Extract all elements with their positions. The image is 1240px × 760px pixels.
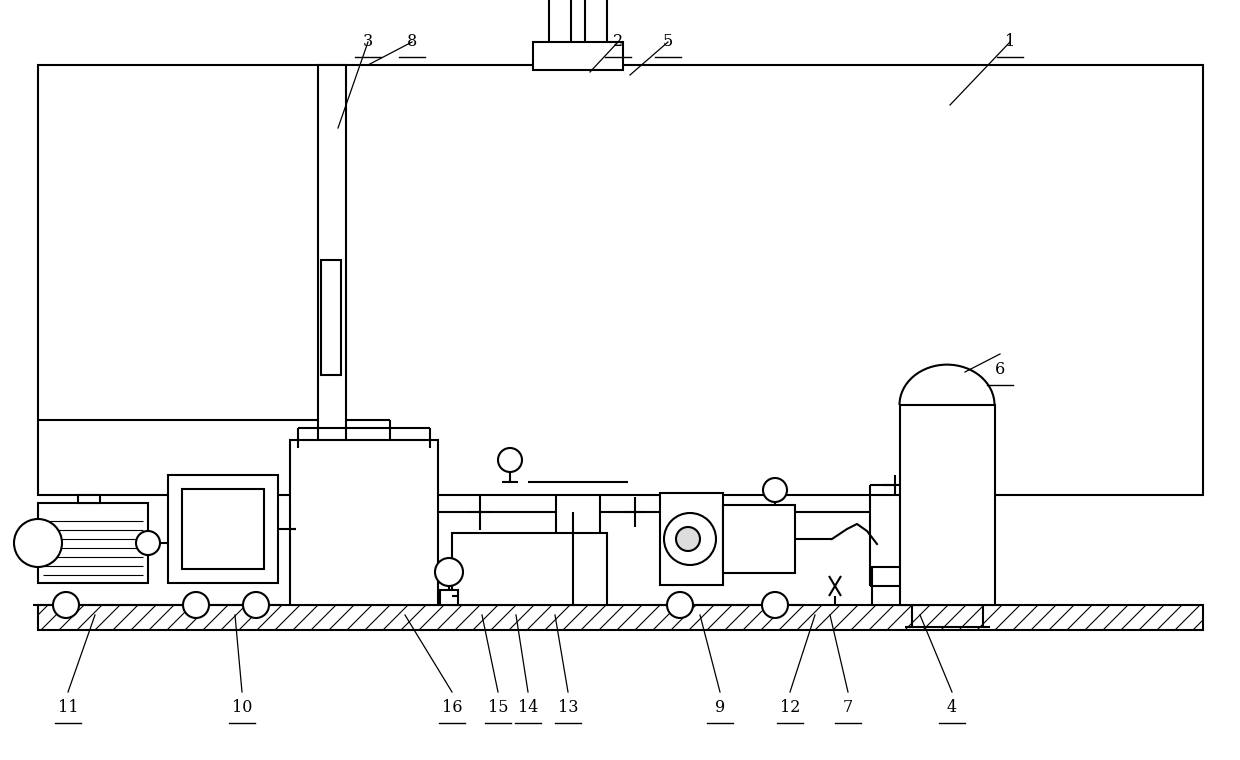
Circle shape: [435, 558, 463, 586]
Text: 9: 9: [715, 699, 725, 717]
Bar: [440, 590, 458, 605]
Circle shape: [53, 592, 79, 618]
Bar: [570, 0, 585, 45]
Bar: [182, 489, 264, 569]
Bar: [317, 65, 346, 495]
Text: 13: 13: [558, 699, 578, 717]
Text: 6: 6: [994, 362, 1006, 378]
Bar: [900, 405, 994, 605]
Text: 14: 14: [518, 699, 538, 717]
Bar: [549, 0, 608, 65]
Bar: [38, 65, 1203, 495]
Circle shape: [663, 513, 715, 565]
Text: 3: 3: [363, 33, 373, 50]
Bar: [872, 567, 920, 605]
Bar: [38, 503, 148, 583]
Circle shape: [667, 592, 693, 618]
Circle shape: [763, 478, 787, 502]
Bar: [556, 65, 600, 605]
Text: 4: 4: [947, 699, 957, 717]
Circle shape: [763, 592, 787, 618]
Bar: [167, 475, 278, 583]
Bar: [321, 260, 341, 375]
Circle shape: [498, 448, 522, 472]
Bar: [78, 495, 100, 503]
Text: 10: 10: [232, 699, 252, 717]
Text: 1: 1: [1004, 33, 1016, 50]
Text: 7: 7: [843, 699, 853, 717]
Circle shape: [676, 527, 701, 551]
Bar: [660, 493, 723, 585]
Text: 12: 12: [780, 699, 800, 717]
Circle shape: [14, 519, 62, 567]
Bar: [723, 505, 795, 573]
Bar: [533, 42, 622, 70]
Text: 5: 5: [663, 33, 673, 50]
Text: 11: 11: [58, 699, 78, 717]
Circle shape: [243, 592, 269, 618]
Bar: [453, 533, 608, 605]
Bar: [290, 440, 438, 605]
Text: 15: 15: [487, 699, 508, 717]
Text: 16: 16: [441, 699, 463, 717]
Circle shape: [184, 592, 210, 618]
Bar: [38, 605, 1203, 630]
Circle shape: [136, 531, 160, 555]
Text: 2: 2: [613, 33, 622, 50]
Text: 8: 8: [407, 33, 417, 50]
